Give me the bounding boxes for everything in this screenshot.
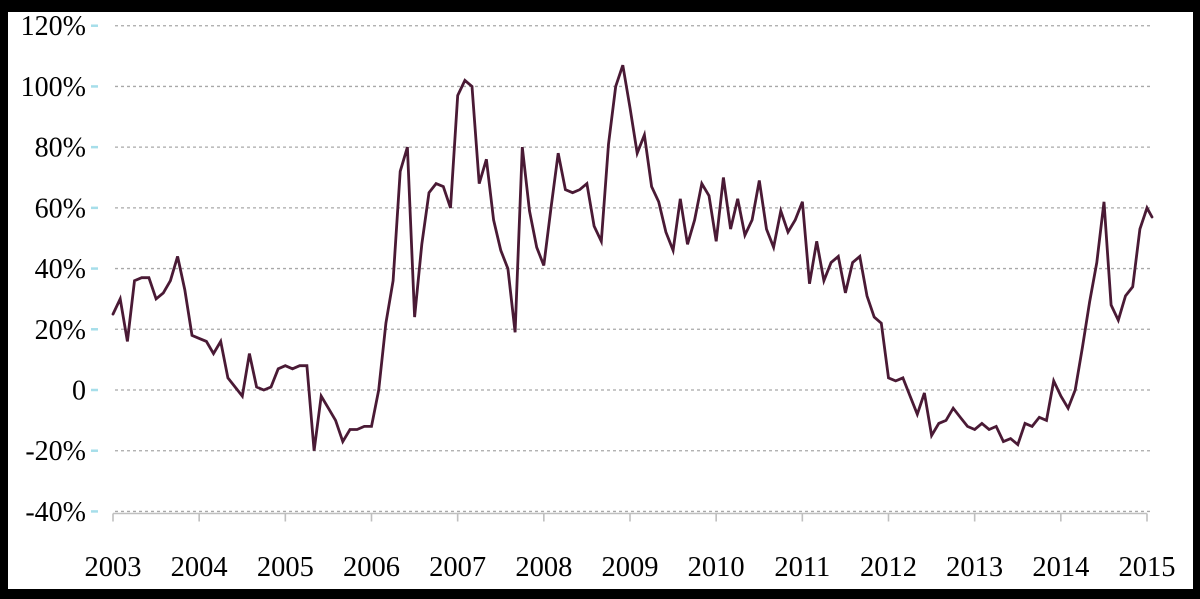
x-axis-tick-label: 2012 (860, 552, 917, 583)
chart-background (8, 12, 1193, 589)
data-series-line (111, 64, 1154, 451)
x-axis-tick-label: 2010 (688, 552, 745, 583)
x-axis-tick-label: 2007 (429, 552, 486, 583)
y-axis-tick-label: 80% (35, 133, 86, 164)
x-axis-tick-label: 2003 (85, 552, 142, 583)
y-axis-tick-label: 40% (35, 254, 86, 285)
x-axis-tick-label: 2008 (515, 552, 572, 583)
x-axis-tick-label: 2013 (946, 552, 1003, 583)
y-axis-tick-label: 20% (35, 315, 86, 346)
y-axis-tick-label: 120% (21, 11, 86, 42)
x-axis-tick-label: 2015 (1119, 552, 1176, 583)
x-axis-tick-label: 2006 (343, 552, 400, 583)
y-axis-tick-label: 60% (35, 193, 86, 224)
y-axis-tick-label: -20% (25, 436, 86, 467)
x-axis-tick-label: 2014 (1032, 552, 1089, 583)
y-axis-tick-label: 100% (21, 72, 86, 103)
y-axis-tick-label: -40% (25, 497, 86, 528)
x-axis-tick-label: 2011 (774, 552, 830, 583)
x-axis-tick-label: 2004 (171, 552, 228, 583)
y-axis-tick-label: 0 (72, 376, 86, 407)
x-axis-tick-label: 2009 (602, 552, 659, 583)
x-axis-tick-label: 2005 (257, 552, 314, 583)
